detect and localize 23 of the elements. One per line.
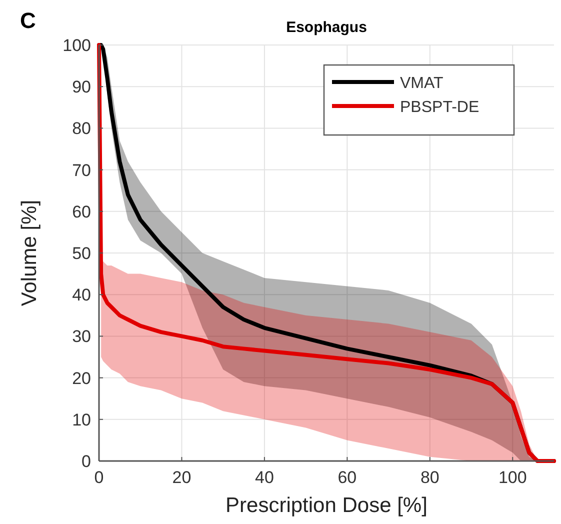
x-tick-label: 60 [338,468,357,487]
text: C [20,8,36,33]
y-axis-title: Volume [%] [18,200,41,306]
x-tick-label: 0 [94,468,104,487]
y-tick-label: 70 [72,160,91,180]
x-tick-label: 20 [172,468,192,487]
x-tick-label: 80 [420,468,440,487]
y-tick-label: 50 [72,244,91,263]
x-tick-label: 40 [254,468,274,487]
y-tick-label: 40 [72,286,91,305]
x-axis-title: Prescription Dose [%] [226,494,428,517]
y-tick-label: 90 [72,78,91,97]
y-tick-label: 20 [72,368,91,388]
chart-title: Esophagus [286,19,367,36]
y-tick-label: 60 [72,202,91,222]
legend-label: VMAT [400,75,444,92]
legend-label: PBSPT-DE [400,99,480,116]
x-tick-label: 100 [498,468,527,487]
y-tick-label: 0 [82,452,91,471]
y-tick-label: 10 [72,410,91,430]
y-tick-label: 30 [72,327,91,346]
y-tick-label: 100 [62,36,91,55]
y-tick-label: 80 [72,119,91,138]
